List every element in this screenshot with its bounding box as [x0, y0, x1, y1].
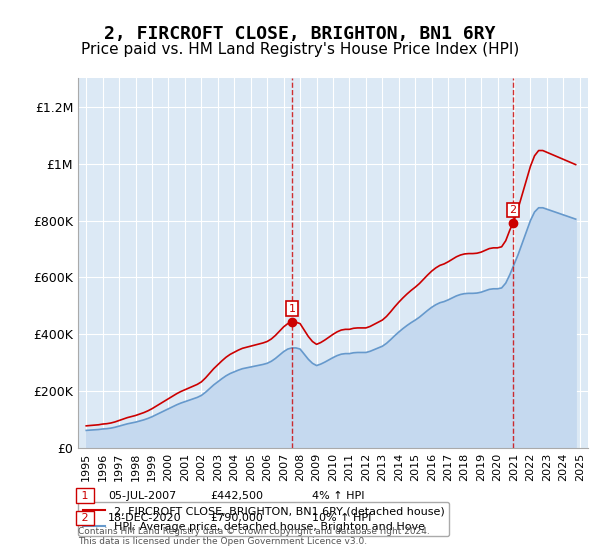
Text: £442,500: £442,500 — [210, 491, 263, 501]
Text: 1: 1 — [289, 304, 295, 314]
Text: 10% ↑ HPI: 10% ↑ HPI — [312, 513, 371, 523]
Text: 4% ↑ HPI: 4% ↑ HPI — [312, 491, 365, 501]
Text: 18-DEC-2020: 18-DEC-2020 — [108, 513, 182, 523]
Legend: 2, FIRCROFT CLOSE, BRIGHTON, BN1 6RY (detached house), HPI: Average price, detac: 2, FIRCROFT CLOSE, BRIGHTON, BN1 6RY (de… — [79, 502, 449, 536]
Text: 2, FIRCROFT CLOSE, BRIGHTON, BN1 6RY: 2, FIRCROFT CLOSE, BRIGHTON, BN1 6RY — [104, 25, 496, 43]
Text: 1: 1 — [78, 491, 92, 501]
Text: 2: 2 — [509, 205, 517, 215]
Text: Price paid vs. HM Land Registry's House Price Index (HPI): Price paid vs. HM Land Registry's House … — [81, 42, 519, 57]
Text: Contains HM Land Registry data © Crown copyright and database right 2024.
This d: Contains HM Land Registry data © Crown c… — [78, 526, 430, 546]
Text: 2: 2 — [78, 513, 92, 523]
Text: £790,000: £790,000 — [210, 513, 263, 523]
Text: 05-JUL-2007: 05-JUL-2007 — [108, 491, 176, 501]
